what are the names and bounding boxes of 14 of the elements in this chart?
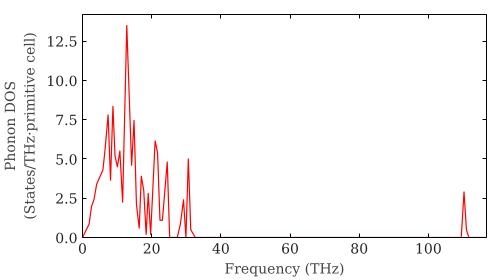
x-tick-label: 100 [415,242,442,258]
x-tick-label: 80 [350,242,368,258]
y-axis-title: Phonon DOS (States/THz·primitive cell) [3,32,38,220]
y-tick-label: 0.0 [55,231,78,247]
x-tick-label: 20 [142,242,161,258]
y-tick-label: 7.5 [55,113,78,130]
y-tick-label: 2.5 [55,192,78,208]
y-tick-label: 5.0 [55,152,78,168]
y-tick-label: 12.5 [46,34,78,51]
y-tick-label: 10.0 [46,74,78,90]
x-tick-label: 40 [212,242,230,258]
x-tick-label: 60 [281,242,299,258]
x-tick-label: 0 [78,242,87,258]
x-axis-title: Frequency (THz) [224,262,345,278]
